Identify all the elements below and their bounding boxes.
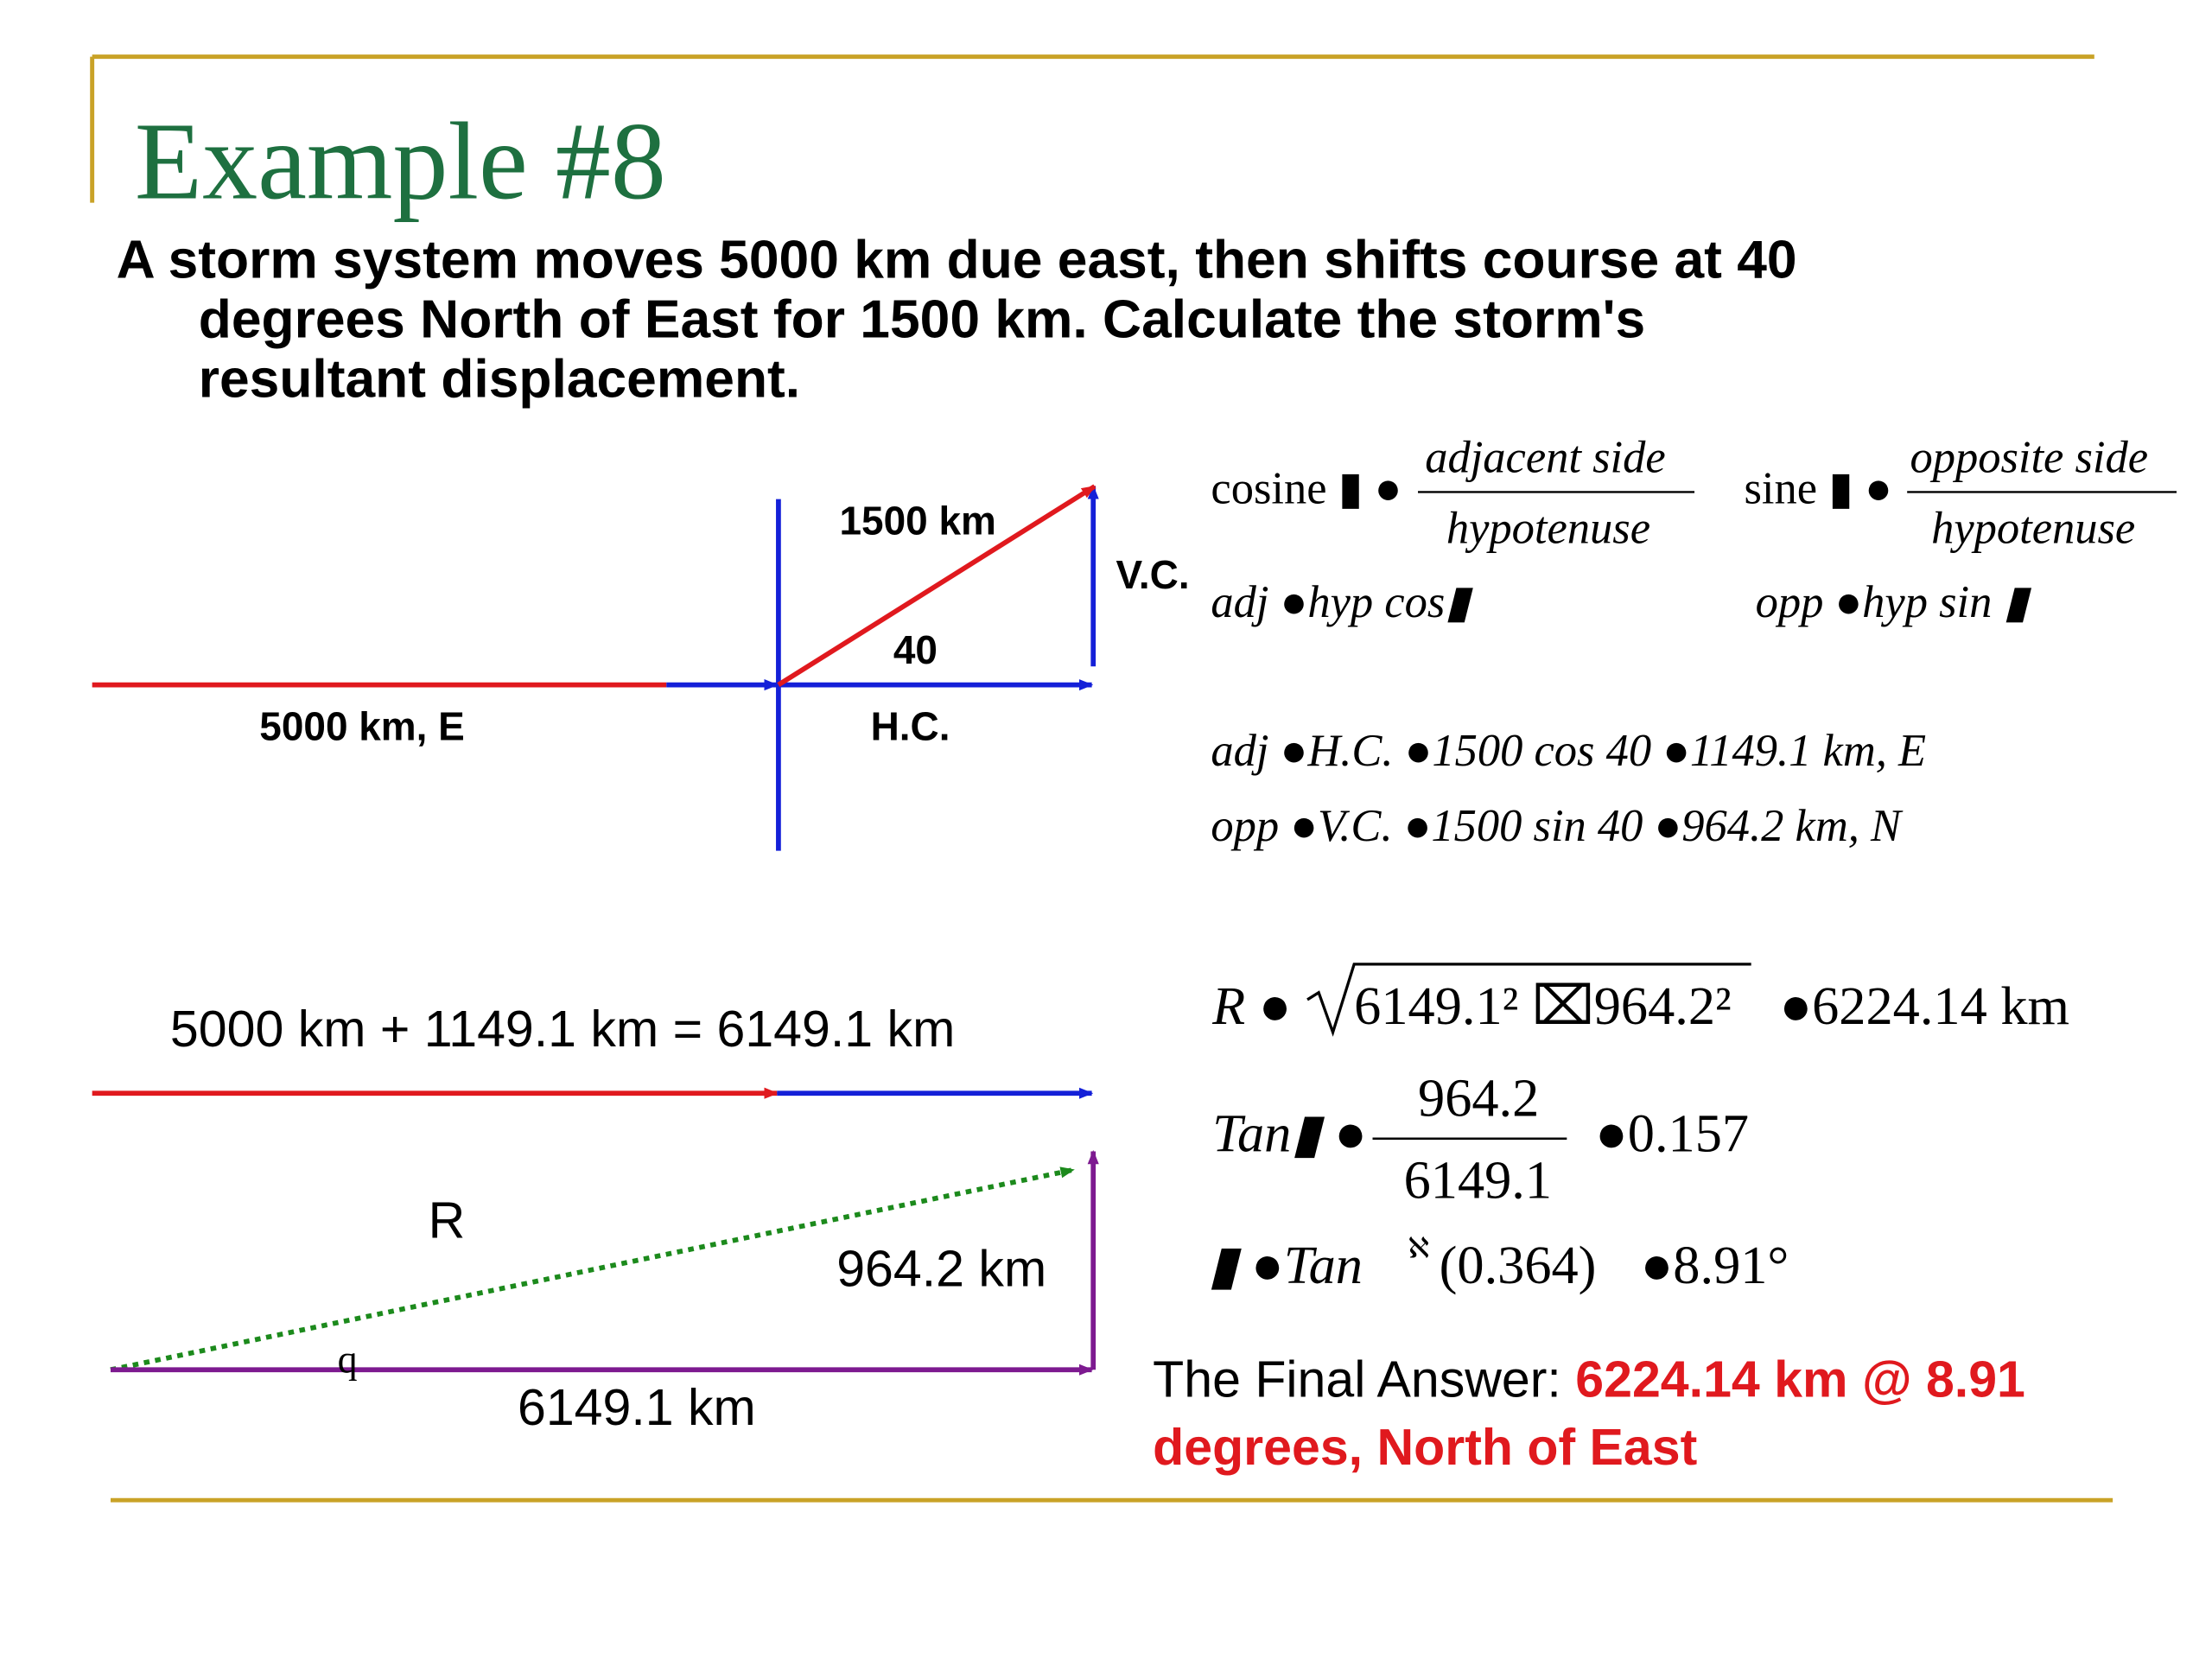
- formula: (0.364): [1440, 1236, 1597, 1295]
- exponent: ℵ: [1408, 1234, 1429, 1265]
- label: q: [338, 1338, 358, 1382]
- denominator: hypotenuse: [1931, 504, 2135, 554]
- label: V.C.: [1116, 552, 1189, 597]
- resultant-math: R ● 6149.1² ⌧964.2² ●6224.14 km Tan▮ ● 9…: [1208, 963, 2069, 1295]
- denominator: hypotenuse: [1446, 504, 1650, 554]
- label: 5000 km, E: [259, 704, 465, 749]
- numerator: adjacent side: [1425, 432, 1665, 482]
- label: 40: [893, 627, 938, 672]
- vector-diagram-2: [92, 1087, 1099, 1376]
- formula: ●0.157: [1595, 1104, 1749, 1164]
- final-value: degrees, North of East: [1153, 1419, 1697, 1476]
- final-value: 6224.14 km @ 8.91: [1575, 1351, 2025, 1408]
- problem-line: A storm system moves 5000 km due east, t…: [117, 231, 1797, 290]
- numerator: opposite side: [1910, 432, 2148, 482]
- formula: opp ●V.C. ●1500 sin 40 ●964.2 km, N: [1211, 801, 1904, 851]
- formula: opp ●hyp sin ▮: [1756, 577, 2032, 627]
- label: H.C.: [871, 704, 950, 749]
- formula: ▮ ●Tan: [1208, 1236, 1363, 1295]
- final-label: The Final Answer:: [1153, 1351, 1575, 1408]
- final-answer: The Final Answer: 6224.14 km @ 8.91: [1153, 1351, 2025, 1408]
- problem-line: degrees North of East for 1500 km. Calcu…: [199, 290, 1645, 350]
- problem: A storm system moves 5000 km due east, t…: [117, 231, 1797, 410]
- trig-formulas: cosine ▮ ● adjacent side hypotenuse sine…: [1211, 432, 2177, 851]
- resultant-vector: [110, 1166, 1075, 1373]
- hyp-vector: [777, 484, 1096, 688]
- problem-line: resultant displacement.: [199, 349, 800, 409]
- numerator: 964.2: [1418, 1068, 1539, 1128]
- sum-text: 5000 km + 1149.1 km = 6149.1 km: [170, 1001, 955, 1058]
- formula: adj ●H.C. ●1500 cos 40 ●1149.1 km, E: [1211, 726, 1926, 776]
- formula: R ●: [1211, 976, 1291, 1036]
- formula: ●6224.14 km: [1779, 976, 2069, 1036]
- radicand: 6149.1² ⌧964.2²: [1354, 976, 1732, 1036]
- frame: [90, 54, 2113, 1503]
- label: R: [429, 1192, 466, 1249]
- formula: sine ▮ ●: [1744, 464, 1891, 514]
- label: 1500 km: [839, 499, 995, 543]
- vector-diagram-1: [92, 484, 1099, 851]
- formula: cosine ▮ ●: [1211, 464, 1402, 514]
- label: 6149.1 km: [518, 1379, 756, 1436]
- formula: Tan▮ ●: [1212, 1104, 1367, 1164]
- label: 964.2 km: [836, 1240, 1046, 1297]
- title: Example #8: [135, 100, 666, 223]
- denominator: 6149.1: [1404, 1151, 1552, 1211]
- formula: adj ●hyp cos▮: [1211, 577, 1473, 627]
- formula: ●8.91°: [1641, 1236, 1789, 1295]
- radical: [1306, 963, 1751, 1037]
